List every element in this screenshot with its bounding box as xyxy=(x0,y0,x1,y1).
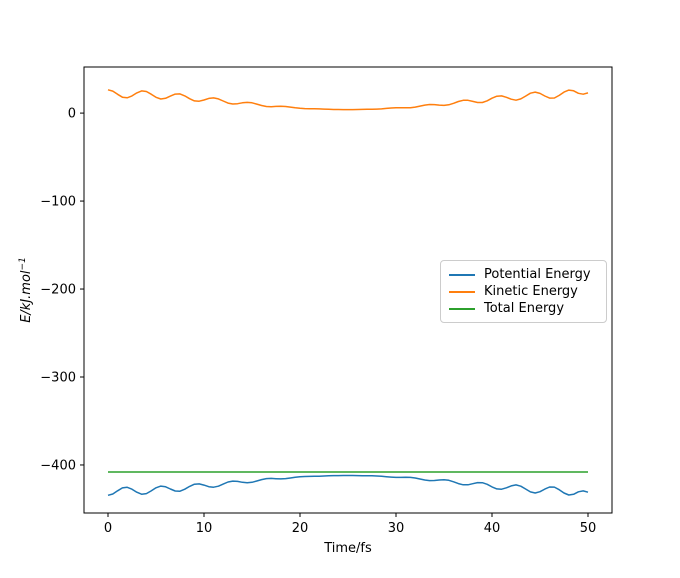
legend: Potential Energy Kinetic Energy Total En… xyxy=(440,260,607,323)
legend-item-total-energy: Total Energy xyxy=(449,300,598,317)
y-tick-label: −400 xyxy=(40,458,76,473)
legend-label: Total Energy xyxy=(484,301,565,316)
plot-frame xyxy=(83,66,613,514)
x-tick-label: 30 xyxy=(388,521,405,536)
legend-label: Potential Energy xyxy=(484,267,591,282)
y-tick-label: −300 xyxy=(40,371,76,386)
x-tick-label: 10 xyxy=(196,521,213,536)
potential-energy-line-swatch xyxy=(449,273,475,276)
kinetic-energy-line xyxy=(107,89,589,111)
y-axis-label-base: E/kJ.mol xyxy=(19,270,35,323)
x-tick-label: 20 xyxy=(292,521,309,536)
y-tick-label: −100 xyxy=(40,195,76,210)
legend-label: Kinetic Energy xyxy=(484,284,578,299)
x-tick-label: 40 xyxy=(484,521,501,536)
y-tick-label: 0 xyxy=(68,107,76,122)
potential-energy-line xyxy=(107,474,589,497)
x-tick-label: 50 xyxy=(580,521,597,536)
legend-item-potential-energy: Potential Energy xyxy=(449,266,598,283)
total-energy-line-swatch xyxy=(449,307,475,310)
kinetic-energy-line-swatch xyxy=(449,290,475,293)
legend-item-kinetic-energy: Kinetic Energy xyxy=(449,283,598,300)
y-axis-label-exponent: −1 xyxy=(17,257,28,271)
x-tick-label: 0 xyxy=(104,521,112,536)
y-tick-label: −200 xyxy=(40,283,76,298)
x-axis-label: Time/fs xyxy=(324,541,372,556)
y-axis-label: E/kJ.mol−1 xyxy=(18,257,34,323)
